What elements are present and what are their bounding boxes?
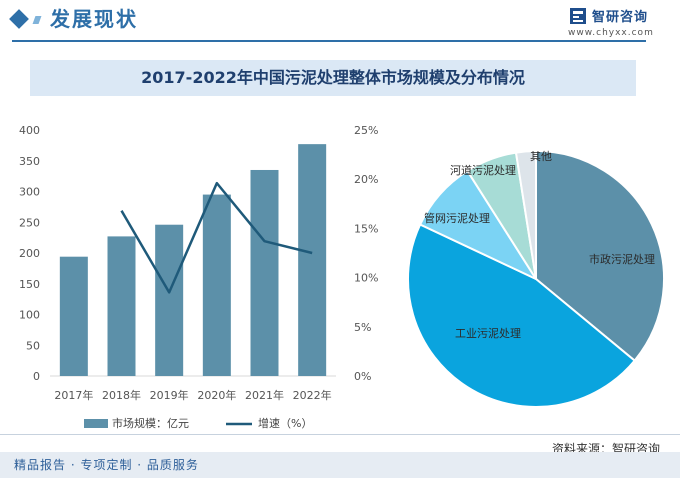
y-axis-tick-label: 400: [19, 124, 40, 137]
x-axis-tick-label: 2022年: [293, 388, 332, 402]
logo-url: www.chyxx.com: [568, 28, 654, 38]
bar: [107, 236, 136, 376]
y-axis-tick-label: 150: [19, 278, 40, 291]
footer-band: [0, 452, 680, 478]
pie-slice: [535, 149, 665, 362]
bar: [155, 224, 184, 376]
source-divider: [0, 434, 680, 435]
title-band: [30, 60, 636, 96]
chart-canvas: 0 50 100 150 200 250 300 350 400 0% 5% 10% 15% 20% 25%…: [19, 124, 665, 430]
header-divider: [12, 40, 646, 42]
y2-axis-tick-label: 0%: [354, 370, 371, 383]
growth-line: [120, 181, 313, 294]
bar: [298, 144, 327, 376]
y-axis-tick-label: 250: [19, 216, 40, 229]
bar: [59, 256, 88, 376]
y-axis-tick-label: 100: [19, 309, 40, 322]
legend-line-label: 增速（%）: [258, 416, 312, 430]
x-axis-tick-label: 2017年: [54, 388, 93, 402]
pie-slice: [514, 149, 537, 280]
y2-axis-tick-label: 10%: [354, 272, 378, 285]
y-axis-tick-label: 300: [19, 186, 40, 199]
bar: [202, 194, 231, 376]
pie-slice: [406, 223, 637, 409]
y-axis-tick-label: 0: [33, 370, 40, 383]
pie-slice-label: 市政污泥处理: [589, 252, 655, 266]
bar: [250, 169, 279, 376]
section-title: 发展现状: [50, 7, 138, 31]
x-axis-tick-label: 2021年: [245, 388, 284, 402]
pie-slice-label: 其他: [530, 150, 552, 163]
footer-text: 精品报告 · 专项定制 · 品质服务: [14, 458, 199, 472]
y-axis-tick-label: 350: [19, 155, 40, 168]
legend-bar-swatch: [84, 419, 108, 428]
x-axis-tick-label: 2018年: [102, 388, 141, 402]
chart-title: 2017-2022年中国污泥处理整体市场规模及分布情况: [141, 68, 525, 87]
x-axis-tick-label: 2019年: [150, 388, 189, 402]
logo-name: 智研咨询: [592, 10, 649, 25]
bar-line-chart: 0 50 100 150 200 250 300 350 400 0% 5% 10% 15% 20% 25%…: [19, 124, 378, 430]
y-axis-tick-label: 50: [26, 339, 40, 352]
x-axis-tick-label: 2020年: [197, 388, 236, 402]
y2-axis-tick-label: 15%: [354, 222, 378, 235]
pie-slice-label: 工业污泥处理: [455, 327, 521, 340]
logo-icon: [570, 8, 586, 24]
y2-axis-tick-label: 25%: [354, 124, 378, 137]
y-axis-tick-label: 200: [19, 247, 40, 260]
pie-slice-label: 管网污泥处理: [424, 211, 490, 225]
y2-axis-tick-label: 20%: [354, 173, 378, 186]
y2-axis-tick-label: 5%: [354, 321, 371, 334]
header: 发展现状 智研咨询 www.chyxx.com: [0, 0, 680, 44]
legend-bar-label: 市场规模：亿元: [112, 416, 189, 430]
pie-slice-label: 河道污泥处理: [450, 163, 516, 177]
